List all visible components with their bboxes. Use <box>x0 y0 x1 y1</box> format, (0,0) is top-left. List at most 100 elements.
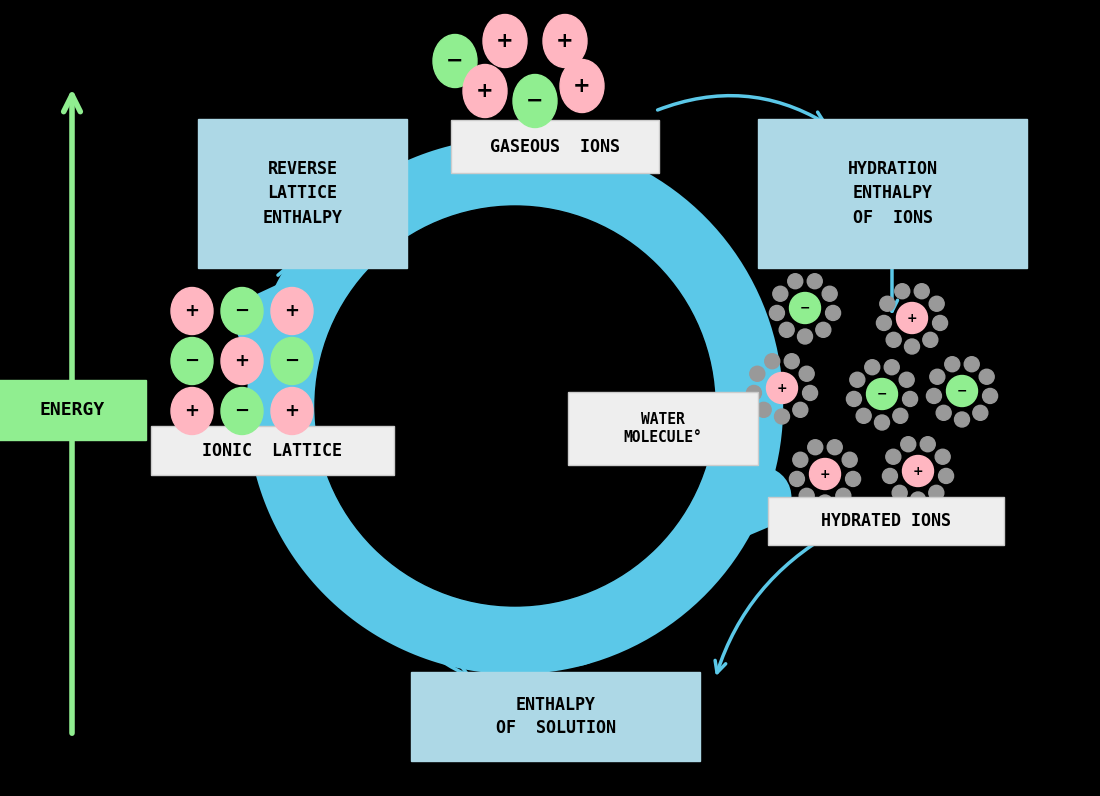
Ellipse shape <box>513 75 557 127</box>
Ellipse shape <box>221 388 263 435</box>
Circle shape <box>946 376 978 407</box>
Circle shape <box>893 408 907 423</box>
Text: +: + <box>285 402 299 420</box>
Text: +: + <box>185 302 199 320</box>
Circle shape <box>827 439 843 455</box>
Text: +: + <box>913 465 923 478</box>
Text: +: + <box>906 311 917 325</box>
Text: −: − <box>234 302 250 320</box>
Text: +: + <box>496 31 514 51</box>
Circle shape <box>798 329 813 344</box>
Circle shape <box>807 274 822 289</box>
Ellipse shape <box>221 338 263 384</box>
Text: +: + <box>777 381 788 395</box>
FancyBboxPatch shape <box>451 120 659 173</box>
Circle shape <box>793 452 807 467</box>
Circle shape <box>923 333 938 347</box>
Circle shape <box>933 315 947 330</box>
Circle shape <box>911 492 925 507</box>
Circle shape <box>972 405 988 420</box>
Circle shape <box>843 452 857 467</box>
Text: +: + <box>234 352 250 370</box>
Text: WATER
MOLECULE°: WATER MOLECULE° <box>624 412 703 445</box>
FancyBboxPatch shape <box>768 497 1004 545</box>
Circle shape <box>930 369 945 384</box>
Text: +: + <box>185 402 199 420</box>
Circle shape <box>928 486 944 501</box>
Circle shape <box>892 486 907 501</box>
Text: +: + <box>557 31 574 51</box>
Ellipse shape <box>170 338 213 384</box>
Ellipse shape <box>483 14 527 68</box>
Ellipse shape <box>543 14 587 68</box>
Circle shape <box>901 437 916 451</box>
Ellipse shape <box>170 287 213 334</box>
Circle shape <box>882 469 898 483</box>
Circle shape <box>784 353 800 369</box>
Circle shape <box>874 415 890 430</box>
Text: +: + <box>820 467 830 481</box>
Text: +: + <box>573 76 591 96</box>
Ellipse shape <box>463 64 507 118</box>
Text: REVERSE
LATTICE
ENTHALPY: REVERSE LATTICE ENTHALPY <box>263 160 342 227</box>
Text: IONIC  LATTICE: IONIC LATTICE <box>202 442 342 459</box>
Circle shape <box>935 449 950 464</box>
Circle shape <box>979 369 994 384</box>
Circle shape <box>315 206 715 606</box>
Circle shape <box>904 339 920 354</box>
Circle shape <box>790 292 821 323</box>
Text: −: − <box>185 352 199 370</box>
Circle shape <box>884 360 899 375</box>
Circle shape <box>767 373 798 404</box>
Text: ENERGY: ENERGY <box>40 401 104 419</box>
Text: ENTHALPY
OF  SOLUTION: ENTHALPY OF SOLUTION <box>495 696 616 737</box>
Circle shape <box>921 437 935 451</box>
Ellipse shape <box>271 388 314 435</box>
Text: −: − <box>285 352 299 370</box>
Text: +: + <box>476 81 494 101</box>
Text: −: − <box>800 302 811 314</box>
FancyBboxPatch shape <box>758 119 1027 268</box>
Circle shape <box>822 287 837 301</box>
Circle shape <box>880 296 894 311</box>
Circle shape <box>846 392 861 407</box>
Circle shape <box>850 373 865 387</box>
Text: −: − <box>234 402 250 420</box>
Circle shape <box>955 412 969 427</box>
Circle shape <box>826 306 840 321</box>
Ellipse shape <box>433 34 477 88</box>
Ellipse shape <box>221 287 263 334</box>
Circle shape <box>945 357 960 372</box>
FancyBboxPatch shape <box>198 119 407 268</box>
Circle shape <box>877 315 891 330</box>
Ellipse shape <box>271 338 314 384</box>
Text: +: + <box>285 302 299 320</box>
Circle shape <box>747 385 761 400</box>
Text: −: − <box>526 91 543 111</box>
Circle shape <box>887 333 901 347</box>
Circle shape <box>817 495 833 510</box>
Circle shape <box>816 322 831 338</box>
Circle shape <box>750 366 764 381</box>
Circle shape <box>914 283 929 298</box>
Circle shape <box>899 373 914 387</box>
Circle shape <box>756 402 771 417</box>
FancyBboxPatch shape <box>568 392 758 465</box>
Text: −: − <box>957 384 967 397</box>
Circle shape <box>764 353 780 369</box>
Text: −: − <box>447 51 464 71</box>
Circle shape <box>936 405 952 420</box>
Circle shape <box>846 471 860 486</box>
Ellipse shape <box>170 388 213 435</box>
Circle shape <box>807 439 823 455</box>
FancyBboxPatch shape <box>411 672 700 761</box>
Text: −: − <box>877 388 888 400</box>
Circle shape <box>803 385 817 400</box>
Circle shape <box>800 366 814 381</box>
Circle shape <box>896 302 927 334</box>
Text: GASEOUS  IONS: GASEOUS IONS <box>490 138 620 155</box>
Ellipse shape <box>560 60 604 112</box>
Circle shape <box>902 455 934 486</box>
FancyBboxPatch shape <box>0 380 146 440</box>
Circle shape <box>856 408 871 423</box>
